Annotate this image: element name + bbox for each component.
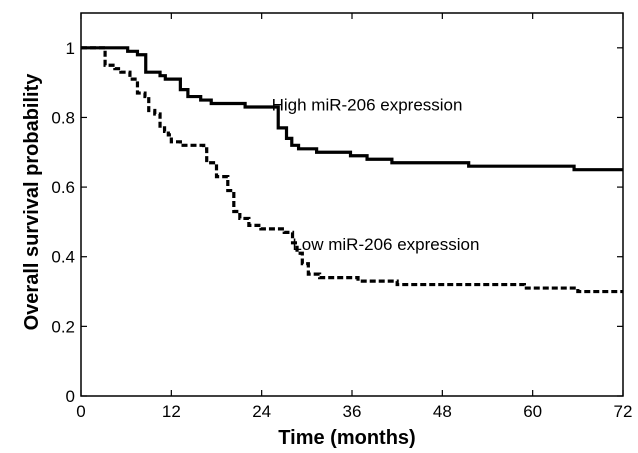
y-axis-title: Overall survival probability (21, 73, 43, 331)
x-tick-label: 0 (76, 402, 85, 421)
plot-border (80, 12, 624, 397)
x-tick-label: 60 (523, 402, 542, 421)
x-tick-label: 48 (433, 402, 452, 421)
x-axis-title: Time (months) (278, 427, 415, 449)
y-tick-label: 0.4 (51, 248, 75, 267)
x-tick-label: 72 (614, 402, 633, 421)
series-layer (81, 46, 623, 294)
y-tick-label: 0.6 (51, 178, 75, 197)
plot-frame (80, 12, 624, 397)
x-axis-ticks: 0 12 24 36 48 60 72 (76, 13, 632, 421)
series-line-low (81, 46, 623, 294)
x-tick-label: 36 (343, 402, 362, 421)
x-tick-label: 12 (162, 402, 181, 421)
y-axis-ticks: 0 0.2 0.4 0.6 0.8 1 (51, 39, 623, 406)
y-tick-label: 0.2 (51, 317, 75, 336)
y-tick-label: 1 (66, 39, 75, 58)
y-tick-label: 0 (66, 387, 75, 406)
annotation-high: High miR-206 expression (272, 95, 463, 114)
series-line-high (81, 46, 623, 172)
y-tick-label: 0.8 (51, 108, 75, 127)
x-tick-label: 24 (252, 402, 271, 421)
annotation-low: Low miR-206 expression (292, 235, 479, 254)
